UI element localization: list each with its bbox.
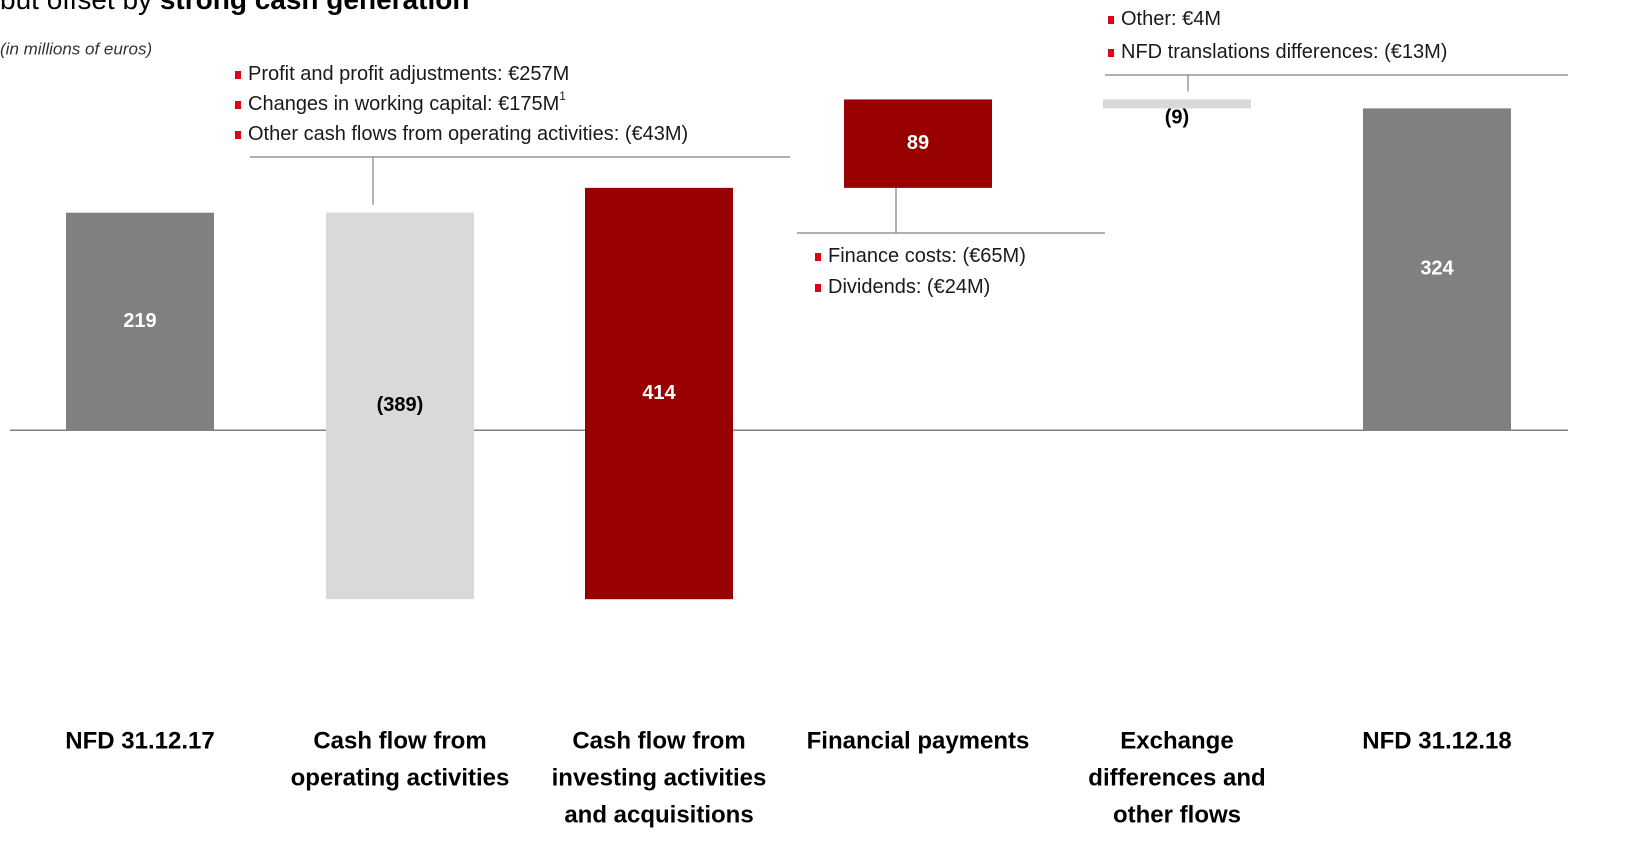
- annotation-text: NFD translations differences: (€13M): [1121, 41, 1447, 63]
- annotation-text: Other cash flows from operating activiti…: [248, 123, 688, 145]
- title-part: but offset by: [0, 0, 152, 15]
- x-tick-label: Exchange: [1120, 727, 1233, 754]
- x-tick-label: and acquisitions: [564, 801, 753, 828]
- chart-title: but offset by strong cash generation: [0, 0, 469, 15]
- bullet: [1108, 49, 1114, 57]
- annotation-item: Profit and profit adjustments: €257M: [248, 63, 569, 85]
- x-tick-label: Cash flow from: [572, 727, 745, 754]
- bullet: [235, 71, 241, 79]
- annotation-item: NFD translations differences: (€13M): [1121, 41, 1447, 63]
- annotation-text: Finance costs: (€65M): [828, 245, 1026, 267]
- bar: [585, 187, 733, 600]
- bullet: [815, 253, 821, 261]
- value-label: 324: [1420, 258, 1454, 280]
- annotation-text: Changes in working capital: €175M: [248, 93, 559, 115]
- unit-note: (in millions of euros): [0, 39, 152, 58]
- x-tick-label: Cash flow from: [313, 727, 486, 754]
- x-tick-label: NFD 31.12.17: [65, 727, 214, 754]
- annotation-item: Other cash flows from operating activiti…: [248, 123, 688, 145]
- x-tick-label: NFD 31.12.18: [1362, 727, 1511, 754]
- bar: [326, 212, 474, 600]
- x-tick-label: operating activities: [291, 764, 510, 791]
- value-label: 219: [123, 310, 156, 332]
- bullet: [1108, 16, 1114, 24]
- x-tick-label: Financial payments: [807, 727, 1030, 754]
- annotation-item: Dividends: (€24M): [828, 276, 990, 298]
- annotation-text: Dividends: (€24M): [828, 276, 990, 298]
- bullet: [815, 284, 821, 292]
- bullet: [235, 101, 241, 109]
- value-label: (9): [1165, 107, 1189, 129]
- bullet: [235, 131, 241, 139]
- bar: [66, 212, 214, 431]
- x-tick-label: differences and: [1088, 764, 1265, 791]
- bar: [1363, 108, 1511, 431]
- x-tick-label: investing activities: [552, 764, 767, 791]
- footnote-mark: 1: [559, 89, 566, 103]
- annotation-text: Other: €4M: [1121, 8, 1221, 30]
- x-tick-label: other flows: [1113, 801, 1241, 828]
- annotation-item: Changes in working capital: €175M1: [248, 89, 566, 115]
- value-label: 414: [642, 382, 676, 404]
- bar: [844, 99, 992, 188]
- title-emphasis: strong cash generation: [160, 0, 470, 15]
- bar: [1103, 99, 1251, 109]
- annotation-item: Finance costs: (€65M): [828, 245, 1026, 267]
- annotation-text: Profit and profit adjustments: €257M: [248, 63, 569, 85]
- annotation-item: Other: €4M: [1121, 8, 1221, 30]
- value-label: 89: [907, 132, 929, 154]
- value-label: (389): [377, 394, 424, 416]
